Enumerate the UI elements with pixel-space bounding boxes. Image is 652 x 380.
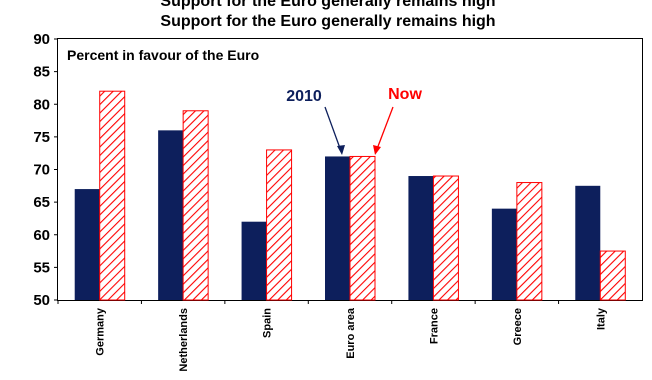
bar-now <box>349 155 376 301</box>
y-axis: 50 55 60 65 70 75 80 85 90 <box>33 31 58 309</box>
bar-now <box>599 250 626 301</box>
bar-now <box>99 90 126 301</box>
x-tick-label: Greece <box>512 308 524 345</box>
x-axis: Germany Netherlands Spain Euro area France Gr… <box>57 300 607 372</box>
y-tick-label: 65 <box>33 194 50 211</box>
inset-label: Percent in favour of the Euro <box>67 47 259 63</box>
x-tick-label: Spain <box>262 308 274 338</box>
x-tick-label: Netherlands <box>178 308 190 372</box>
bar-now <box>182 110 209 301</box>
bar-now <box>432 175 459 301</box>
y-tick-label: 70 <box>33 162 50 179</box>
y-tick-label: 60 <box>33 227 50 244</box>
bar-2010 <box>491 208 517 300</box>
bar-2010 <box>325 156 350 300</box>
arrowhead-now <box>373 145 381 155</box>
bar-now <box>516 182 543 301</box>
bar-now <box>266 149 293 301</box>
y-tick-label: 75 <box>33 129 50 146</box>
bar-2010 <box>575 185 601 300</box>
bar-2010 <box>158 130 184 300</box>
arrow-now <box>376 106 394 150</box>
x-tick-label: France <box>428 308 440 344</box>
x-tick-label: Euro area <box>345 307 357 359</box>
y-tick-label: 80 <box>33 96 50 113</box>
y-tick-label: 90 <box>33 31 50 48</box>
y-tick-label: 50 <box>33 292 50 309</box>
arrowhead-2010 <box>337 145 345 155</box>
bar-2010 <box>74 189 100 300</box>
annotation-2010: 2010 <box>286 88 322 105</box>
chart-title-clipped: Support for the Euro generally remains h… <box>160 0 495 10</box>
y-tick-label: 55 <box>33 259 50 276</box>
arrow-2010 <box>324 106 342 152</box>
x-tick-label: Italy <box>595 307 607 330</box>
annotation-now: Now <box>388 86 422 103</box>
bar-2010 <box>241 221 267 300</box>
chart-title: Support for the Euro generally remains h… <box>160 13 495 30</box>
bar-2010 <box>408 176 434 300</box>
y-tick-label: 85 <box>33 64 50 81</box>
x-tick-label: Germany <box>95 307 107 356</box>
bars-group <box>74 90 626 301</box>
